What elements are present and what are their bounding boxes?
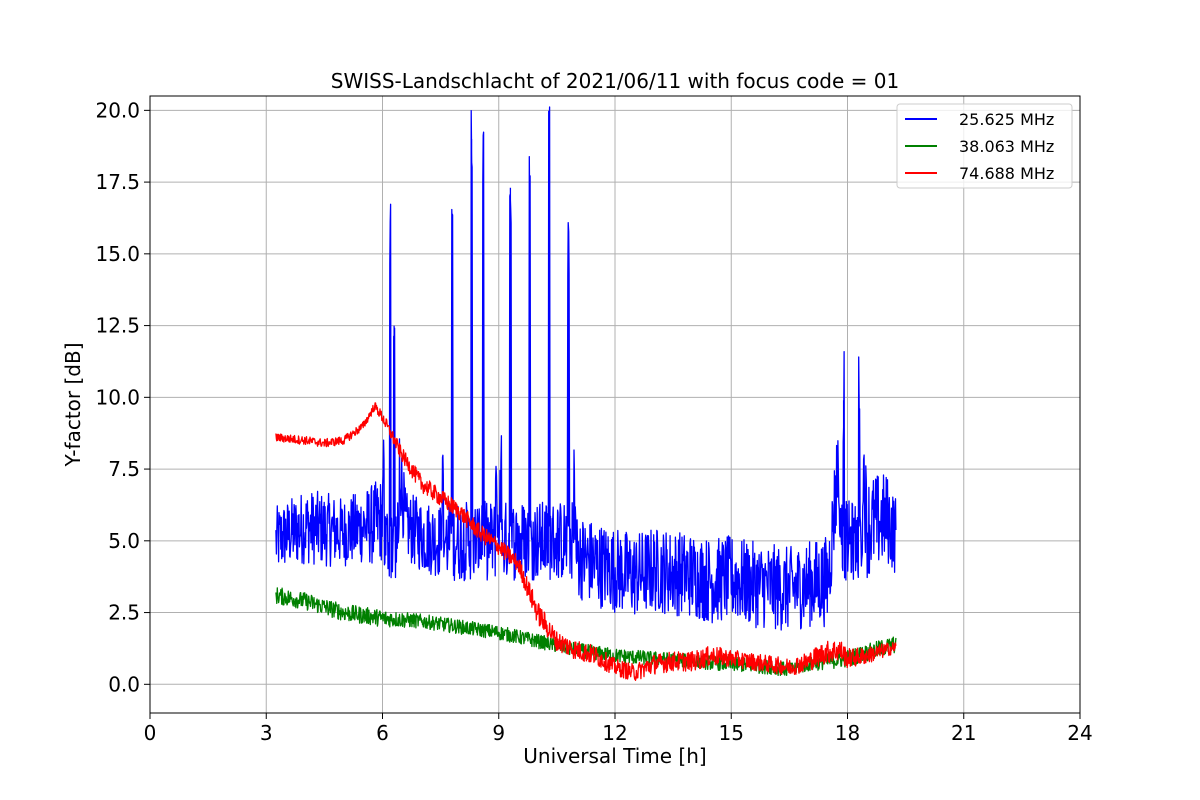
x-tick-label: 0	[144, 721, 157, 745]
x-axis-title: Universal Time [h]	[523, 744, 706, 768]
plot-series	[275, 106, 897, 682]
legend-label: 38.063 MHz	[959, 137, 1054, 156]
legend-box	[896, 103, 1073, 189]
legend: 25.625 MHz 38.063 MHz 74.688 MHz	[896, 103, 1073, 189]
axis-ticks: 0 3 6 9 12 15 18 21 24 0.0 2.5 5.0 7.5 10.0 12.5 15.0 17…	[95, 98, 1092, 745]
legend-label: 74.688 MHz	[959, 164, 1054, 183]
chart-title: SWISS-Landschlacht of 2021/06/11 with fo…	[331, 69, 899, 93]
x-tick-label: 21	[951, 721, 976, 745]
x-tick-label: 24	[1067, 721, 1092, 745]
x-tick-label: 9	[492, 721, 505, 745]
y-tick-label: 2.5	[108, 601, 140, 625]
y-tick-label: 20.0	[95, 98, 140, 122]
x-tick-label: 12	[602, 721, 627, 745]
series-line-3	[275, 402, 897, 682]
x-tick-label: 15	[719, 721, 744, 745]
x-tick-label: 3	[260, 721, 273, 745]
series-line-1	[275, 106, 897, 631]
y-tick-label: 15.0	[95, 242, 140, 266]
x-tick-label: 18	[835, 721, 860, 745]
y-axis-title: Y-factor [dB]	[61, 342, 85, 467]
y-tick-label: 12.5	[95, 314, 140, 338]
x-tick-label: 6	[376, 721, 389, 745]
legend-label: 25.625 MHz	[959, 110, 1054, 129]
y-tick-label: 10.0	[95, 385, 140, 409]
y-tick-label: 0.0	[108, 672, 140, 696]
y-tick-label: 17.5	[95, 170, 140, 194]
y-tick-label: 5.0	[108, 529, 140, 553]
y-tick-label: 7.5	[108, 457, 140, 481]
